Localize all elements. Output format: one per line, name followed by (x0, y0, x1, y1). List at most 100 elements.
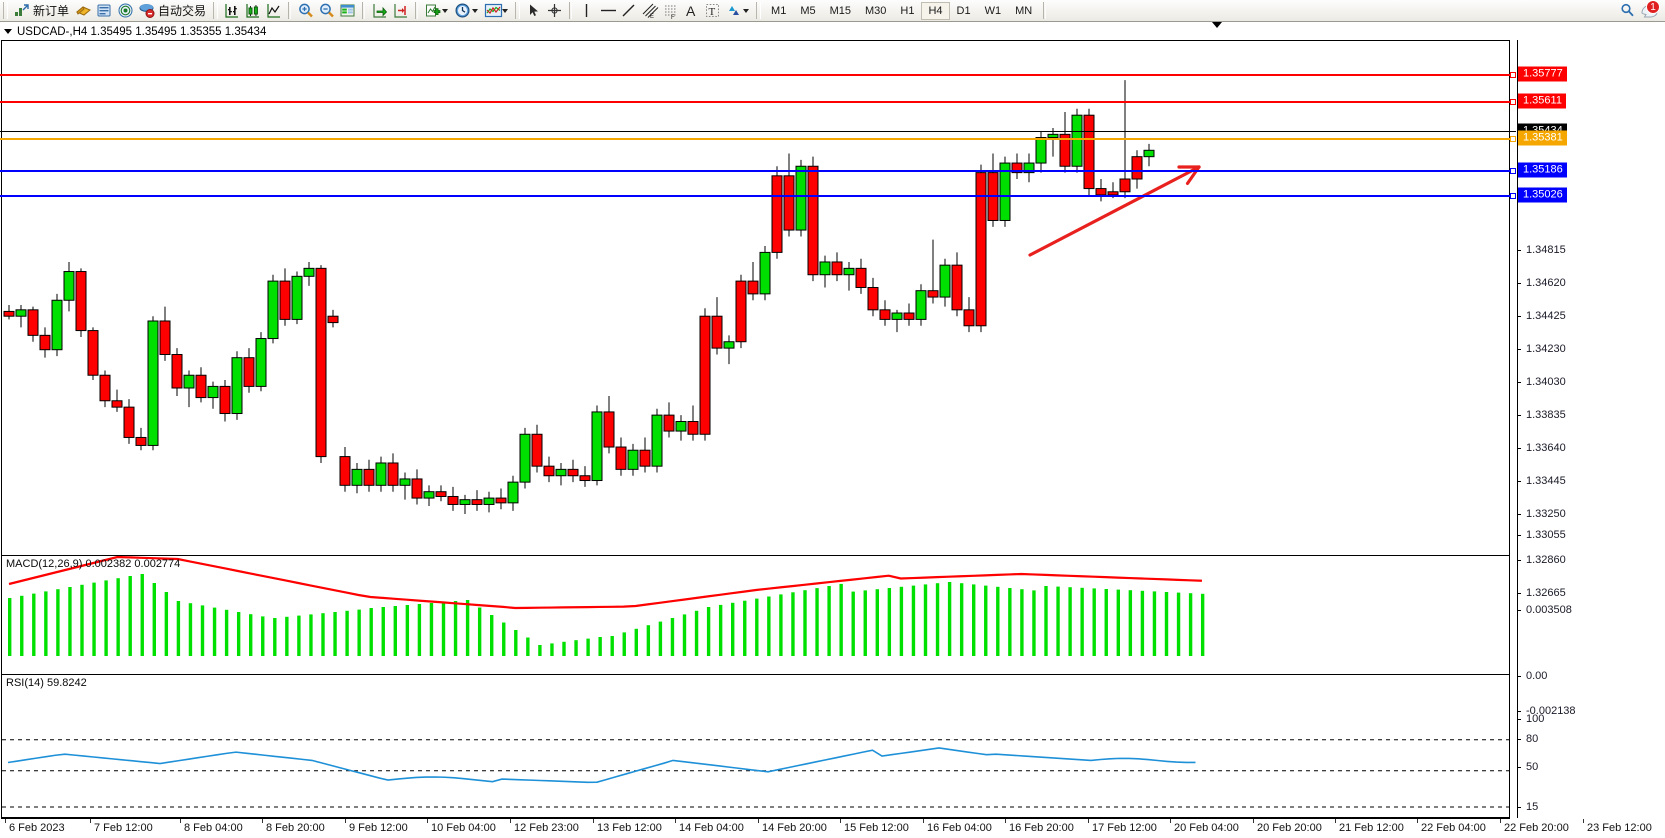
price-tick-9-mark (1517, 535, 1521, 536)
zoom-out-button[interactable] (316, 1, 337, 21)
add-indicator-dropdown-caret[interactable] (442, 8, 449, 13)
horizontal-line-button[interactable] (597, 1, 618, 21)
new-order-button[interactable]: 新订单 (11, 1, 73, 21)
shapes-button[interactable] (723, 1, 753, 21)
time-axis[interactable]: 6 Feb 2023 7 Feb 12:00 8 Feb 04:00 8 Feb 20… (1, 818, 1652, 838)
period-button[interactable] (452, 1, 482, 21)
timeframe-w1[interactable]: W1 (984, 4, 1002, 17)
zoom-in-button[interactable] (295, 1, 316, 21)
macd-histogram-bar (514, 630, 518, 656)
time-tick-0 (5, 819, 6, 823)
macd-histogram-bar (1152, 591, 1157, 656)
candle (831, 252, 843, 282)
macd-histogram-bar (116, 578, 120, 656)
period-dropdown-caret[interactable] (472, 8, 479, 13)
candle (1047, 127, 1059, 157)
chart-dropdown-caret-icon[interactable] (1212, 22, 1222, 28)
price-scale[interactable]: 1.34815 1.34620 1.34425 1.34230 1.34030 1.338… (1517, 40, 1665, 818)
level-line-handle[interactable] (1510, 168, 1516, 174)
toolbar-grip[interactable] (3, 2, 8, 19)
shapes-dropdown-caret[interactable] (743, 8, 750, 13)
equidistant-channel-button[interactable]: E (639, 1, 660, 21)
macd-pane[interactable]: MACD(12,26,9) 0.002382 0.002774 (1, 555, 1510, 676)
bar-chart-button[interactable] (221, 1, 242, 21)
trendline-button[interactable] (618, 1, 639, 21)
candlestick-chart-button[interactable] (242, 1, 263, 21)
candle (303, 261, 315, 286)
time-tick-3 (262, 819, 263, 823)
signals-button[interactable] (115, 1, 136, 21)
vertical-line-button[interactable] (576, 1, 597, 21)
macd-histogram-bar (92, 582, 96, 656)
macd-histogram-bar (863, 590, 867, 656)
level-line-handle[interactable] (1510, 193, 1516, 199)
timeframe-m30[interactable]: M30 (865, 4, 887, 17)
candle (615, 437, 627, 476)
price-tag-entry-price[interactable]: 1.35381 (1518, 130, 1567, 146)
alerts-button[interactable]: 1 (1638, 0, 1660, 21)
candle (891, 309, 903, 333)
autotrading-icon (138, 2, 155, 19)
time-tick-1 (90, 819, 91, 823)
candle (591, 405, 603, 486)
timeframe-d1[interactable]: D1 (956, 4, 971, 17)
expert-advisors-button[interactable] (73, 1, 94, 21)
trendline-arrow[interactable] (1028, 165, 1201, 257)
text-label-button[interactable]: T (702, 1, 723, 21)
candle (279, 268, 291, 326)
macd-histogram-bar (20, 595, 24, 656)
chart-shift-button[interactable] (369, 1, 390, 21)
time-tick-19 (1583, 819, 1584, 823)
crosshair-button[interactable] (544, 1, 565, 21)
candle (1023, 153, 1035, 183)
text-button[interactable]: A (681, 1, 702, 21)
rsi-pane[interactable]: RSI(14) 59.8242 (1, 674, 1510, 818)
macd-histogram-bar (731, 602, 735, 656)
data-window-button[interactable] (94, 1, 115, 21)
price-scale-axis (1517, 40, 1518, 818)
candle (555, 462, 567, 486)
level-line-segment (0, 131, 1516, 132)
price-pane[interactable] (1, 40, 1510, 571)
search-button[interactable] (1617, 1, 1638, 21)
price-tag-support-upper[interactable]: 1.35186 (1518, 162, 1567, 178)
trendline-icon (620, 2, 637, 19)
timeframe-mn[interactable]: MN (1015, 4, 1033, 17)
toolbar-grip-4[interactable] (756, 2, 762, 19)
templates-button[interactable] (482, 1, 512, 21)
templates-dropdown-caret[interactable] (502, 8, 509, 13)
level-line-handle[interactable] (1510, 72, 1516, 78)
timeframe-m1[interactable]: M1 (771, 4, 787, 17)
level-line-handle[interactable] (1510, 99, 1516, 105)
macd-canvas (8, 556, 1205, 656)
candle (231, 351, 243, 420)
price-tick-6: 1.33640 (1526, 442, 1566, 454)
chart-title: USDCAD-,H4 1.35495 1.35495 1.35355 1.354… (17, 25, 267, 38)
candle (771, 166, 783, 259)
autotrading-button[interactable]: 自动交易 (136, 1, 210, 21)
toolbar-grip-3[interactable] (515, 2, 521, 19)
timeframe-m15[interactable]: M15 (829, 4, 851, 17)
macd-histogram-bar (839, 583, 843, 656)
toolbar-grip-2[interactable] (213, 2, 219, 19)
price-tag-resistance-lower[interactable]: 1.35611 (1518, 93, 1566, 109)
candle (759, 246, 771, 301)
timeframe-m5[interactable]: M5 (800, 4, 816, 17)
price-tag-resistance-upper[interactable]: 1.35777 (1518, 66, 1567, 82)
timeframe-h1[interactable]: H1 (900, 4, 915, 17)
price-tag-support-lower[interactable]: 1.35026 (1518, 187, 1567, 203)
timeframe-h4[interactable]: H4 (921, 1, 950, 20)
level-line-handle[interactable] (1510, 136, 1516, 142)
price-tick-2-mark (1517, 316, 1521, 317)
cursor-button[interactable] (523, 1, 544, 21)
add-indicator-button[interactable] (422, 1, 452, 21)
macd-histogram-bar (598, 637, 602, 656)
chart-menu-caret-icon[interactable] (4, 29, 12, 34)
fibonacci-button[interactable]: F (660, 1, 681, 21)
candle (207, 381, 219, 409)
chart-grid-button[interactable] (337, 1, 358, 21)
line-chart-button[interactable] (263, 1, 284, 21)
macd-histogram-bar (743, 600, 747, 656)
auto-scroll-button[interactable] (390, 1, 411, 21)
add-indicator-icon (424, 2, 441, 19)
